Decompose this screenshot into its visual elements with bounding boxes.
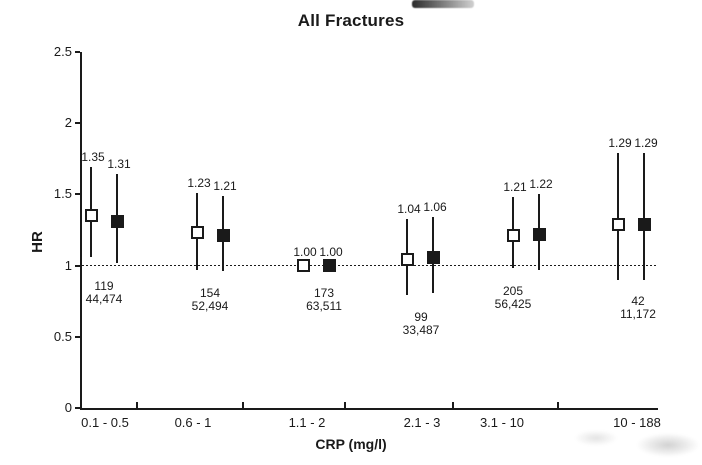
y-tick: [75, 407, 80, 409]
ci-whisker: [617, 153, 619, 280]
point-value-label: 1.21: [503, 180, 527, 195]
reference-line: [82, 264, 658, 267]
x-tick: [452, 402, 454, 408]
count-population: 52,494: [191, 299, 229, 313]
count-population: 33,487: [402, 323, 440, 337]
count-population: 44,474: [85, 292, 123, 306]
count-label: 42 11,172: [596, 295, 680, 321]
scan-artifact-bottom-right-2: [574, 430, 618, 446]
count-population: 63,511: [306, 299, 342, 313]
x-category-label: 2.1 - 3: [403, 415, 441, 430]
x-category-label: 0.1 - 0.5: [81, 415, 129, 430]
point-value-label: 1.22: [529, 177, 553, 192]
count-fractures: 119: [94, 279, 114, 293]
count-label: 205 56,425: [471, 285, 555, 311]
point-value-label: 1.29: [634, 136, 658, 151]
count-label: 173 63,511: [282, 287, 366, 313]
point-value-label: 1.29: [608, 136, 632, 151]
x-tick: [344, 402, 346, 408]
scan-artifact-top: [412, 0, 474, 8]
count-fractures: 173: [313, 286, 335, 300]
y-tick-label: 0.5: [53, 328, 72, 344]
x-category-label: 0.6 - 1: [174, 415, 212, 430]
y-tick-label: 1.5: [53, 186, 72, 202]
count-fractures: 154: [199, 286, 221, 300]
marker-filled-square: [532, 227, 546, 241]
count-population: 11,172: [620, 307, 656, 321]
marker-filled-square: [426, 250, 440, 264]
x-axis-title: CRP (mg/l): [315, 436, 387, 452]
y-tick: [75, 335, 80, 338]
point-value-label: 1.21: [213, 178, 237, 193]
x-axis-line: [80, 408, 658, 410]
y-tick: [75, 51, 80, 53]
x-tick: [242, 402, 244, 408]
marker-open-square: [296, 259, 310, 273]
marker-open-square: [190, 226, 204, 240]
y-tick: [75, 264, 80, 267]
point-value-label: 1.35: [81, 150, 105, 165]
marker-open-square: [400, 253, 414, 267]
y-tick-label: 1: [64, 257, 72, 273]
point-value-label: 1.06: [423, 200, 447, 215]
marker-filled-square: [110, 214, 124, 228]
x-category-label: 1.1 - 2: [288, 415, 326, 430]
point-value-label: 1.31: [107, 157, 131, 172]
y-axis-title: HR: [29, 231, 46, 253]
y-axis-line: [80, 52, 82, 410]
point-value-label: 1.00: [293, 244, 317, 259]
x-category-label: 3.1 - 10: [479, 415, 525, 430]
x-tick: [557, 402, 559, 408]
marker-open-square: [506, 229, 520, 243]
y-tick-label: 2: [64, 115, 72, 131]
y-tick-label: 2.5: [53, 44, 72, 59]
marker-filled-square: [216, 229, 230, 243]
count-label: 99 33,487: [379, 311, 463, 337]
y-tick: [75, 193, 80, 196]
marker-open-square: [84, 209, 98, 223]
count-label: 154 52,494: [168, 287, 252, 313]
count-fractures: 205: [502, 284, 524, 298]
ci-whisker: [643, 153, 645, 280]
marker-filled-square: [637, 217, 651, 231]
marker-open-square: [611, 217, 625, 231]
marker-filled-square: [322, 259, 336, 273]
count-fractures: 42: [631, 294, 645, 308]
y-tick: [75, 122, 80, 125]
y-tick-label: 0: [64, 400, 72, 415]
count-label: 119 44,474: [62, 280, 146, 306]
x-tick: [136, 402, 138, 408]
count-population: 56,425: [494, 297, 532, 311]
point-value-label: 1.23: [187, 175, 211, 190]
point-value-label: 1.00: [319, 244, 343, 259]
scan-artifact-bottom-right: [636, 433, 700, 457]
chart-title: All Fractures: [297, 11, 405, 30]
point-value-label: 1.04: [397, 201, 421, 216]
count-fractures: 99: [414, 310, 428, 324]
x-category-label: 10 - 188: [613, 415, 661, 430]
